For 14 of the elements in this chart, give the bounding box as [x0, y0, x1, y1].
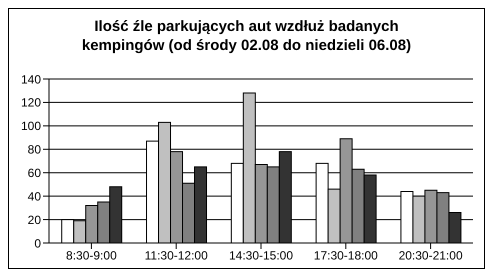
- chart-title: Ilość źle parkujących aut wzdłuż badanych kempingów (od środy 02.08 do niedzieli 06.08): [80, 17, 412, 56]
- y-tick-label: 40: [28, 189, 42, 204]
- y-tick-label: 0: [34, 236, 42, 250]
- y-tick-label: 80: [28, 142, 42, 157]
- x-tick-label: 17:30-18:00: [314, 248, 378, 263]
- y-tick-label: 60: [28, 166, 42, 180]
- y-tick-label: 140: [20, 72, 42, 86]
- x-tick-label: 8:30-9:00: [66, 248, 118, 263]
- y-tick-label: 100: [20, 119, 42, 134]
- x-tick-label: 11:30-12:00: [144, 248, 208, 263]
- y-tick-label: 20: [28, 212, 42, 227]
- y-tick-label: 120: [20, 96, 42, 110]
- x-tick-label: 20:30-21:00: [398, 248, 463, 263]
- x-tick-label: 14:30-15:00: [228, 248, 294, 263]
